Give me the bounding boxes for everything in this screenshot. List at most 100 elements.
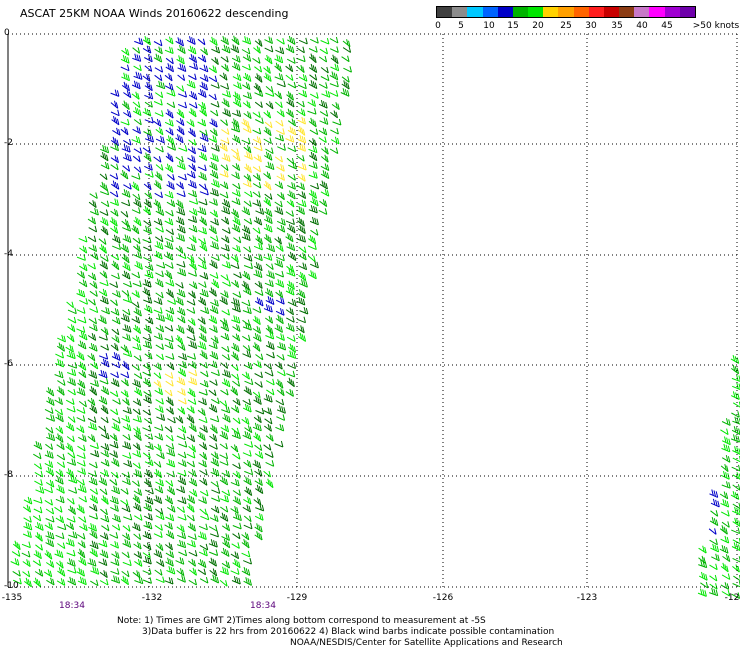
wind-barb xyxy=(232,163,241,172)
wind-barb xyxy=(121,72,130,82)
wind-barb xyxy=(155,91,164,99)
wind-barb xyxy=(220,83,230,90)
wind-barb xyxy=(89,280,98,289)
wind-barb xyxy=(276,405,286,414)
wind-barb xyxy=(23,496,33,505)
wind-barb xyxy=(144,171,154,178)
wind-barb xyxy=(21,550,31,558)
wind-barb xyxy=(721,521,730,528)
wind-barb xyxy=(88,512,98,520)
wind-barb xyxy=(243,262,253,270)
wind-barb xyxy=(198,332,207,343)
wind-barb xyxy=(122,559,132,567)
wind-barb xyxy=(221,405,231,414)
wind-barb xyxy=(110,163,119,171)
wind-barb xyxy=(254,381,263,388)
wind-barb xyxy=(100,508,108,516)
wind-barb xyxy=(120,118,130,126)
wind-barb xyxy=(319,199,328,207)
wind-barb xyxy=(253,497,262,506)
wind-barb xyxy=(23,521,33,531)
wind-barb xyxy=(57,334,66,343)
wind-barb xyxy=(241,566,251,576)
wind-barb xyxy=(252,127,262,135)
wind-barb xyxy=(287,298,297,307)
wind-barb xyxy=(131,181,140,192)
wind-barb xyxy=(263,126,272,137)
wind-barb xyxy=(287,362,296,370)
swath-layer xyxy=(10,35,740,599)
wind-barb xyxy=(265,161,275,171)
wind-barb xyxy=(197,431,206,441)
wind-barb xyxy=(198,101,207,110)
wind-barb xyxy=(274,259,284,268)
wind-barb xyxy=(77,548,86,559)
wind-barb xyxy=(120,313,130,323)
wind-barb xyxy=(144,270,154,279)
wind-barb xyxy=(100,217,109,227)
pass-time-right: 18:34 xyxy=(250,601,276,611)
wind-barb xyxy=(220,388,229,396)
wind-barb xyxy=(263,233,272,244)
wind-barb xyxy=(144,191,153,200)
wind-barb xyxy=(87,216,96,225)
lat-label-2: -4 xyxy=(4,249,13,259)
wind-barb xyxy=(153,443,162,452)
wind-barb xyxy=(232,182,241,190)
wind-barb xyxy=(199,477,208,486)
wind-barb xyxy=(164,262,174,269)
wind-barb xyxy=(243,515,252,523)
wind-barb xyxy=(188,290,196,299)
wind-barb xyxy=(121,144,131,153)
wind-barb xyxy=(274,361,283,370)
wind-barb xyxy=(230,444,239,453)
wind-barb xyxy=(122,234,132,243)
wind-barb xyxy=(110,408,119,416)
wind-barb xyxy=(732,484,740,491)
wind-barb xyxy=(320,154,329,163)
wind-barb xyxy=(76,326,86,333)
wind-barb xyxy=(710,543,720,553)
wind-barb xyxy=(88,323,98,332)
wind-barb xyxy=(164,389,173,397)
wind-barb xyxy=(134,514,143,521)
wind-barb xyxy=(110,109,120,117)
wind-barb xyxy=(165,209,174,217)
wind-barb xyxy=(232,333,241,342)
wind-barb xyxy=(222,538,231,549)
wind-barb xyxy=(231,575,241,585)
wind-barb xyxy=(153,218,163,226)
wind-barb xyxy=(730,354,740,364)
wind-barb xyxy=(253,415,262,424)
wind-barb xyxy=(35,532,43,542)
wind-barb xyxy=(99,578,109,586)
wind-barb xyxy=(123,183,132,190)
legend-swatch-1 xyxy=(452,7,468,17)
wind-barb xyxy=(254,65,263,73)
wind-barb xyxy=(44,460,54,469)
wind-barb xyxy=(264,417,273,425)
wind-barb xyxy=(178,101,187,109)
wind-barb xyxy=(221,378,231,388)
wind-barb xyxy=(77,340,87,350)
wind-barb xyxy=(176,288,186,298)
wind-barb xyxy=(155,291,164,299)
wind-barb xyxy=(188,102,198,109)
wind-barb xyxy=(308,46,318,53)
wind-barb xyxy=(255,503,265,512)
wind-barb xyxy=(241,550,251,558)
wind-barb xyxy=(100,255,109,262)
wind-barb xyxy=(253,144,263,152)
wind-barb xyxy=(698,555,706,564)
wind-barb xyxy=(232,470,241,479)
wind-barb xyxy=(133,431,142,441)
wind-barb xyxy=(153,495,163,505)
wind-barb xyxy=(242,350,252,358)
legend-label-9: 45 xyxy=(661,21,673,31)
wind-barb xyxy=(177,267,187,277)
wind-barb xyxy=(66,498,75,505)
wind-barb xyxy=(254,531,263,541)
wind-barb xyxy=(297,126,306,136)
wind-barb xyxy=(199,74,209,82)
wind-barb xyxy=(275,46,285,55)
